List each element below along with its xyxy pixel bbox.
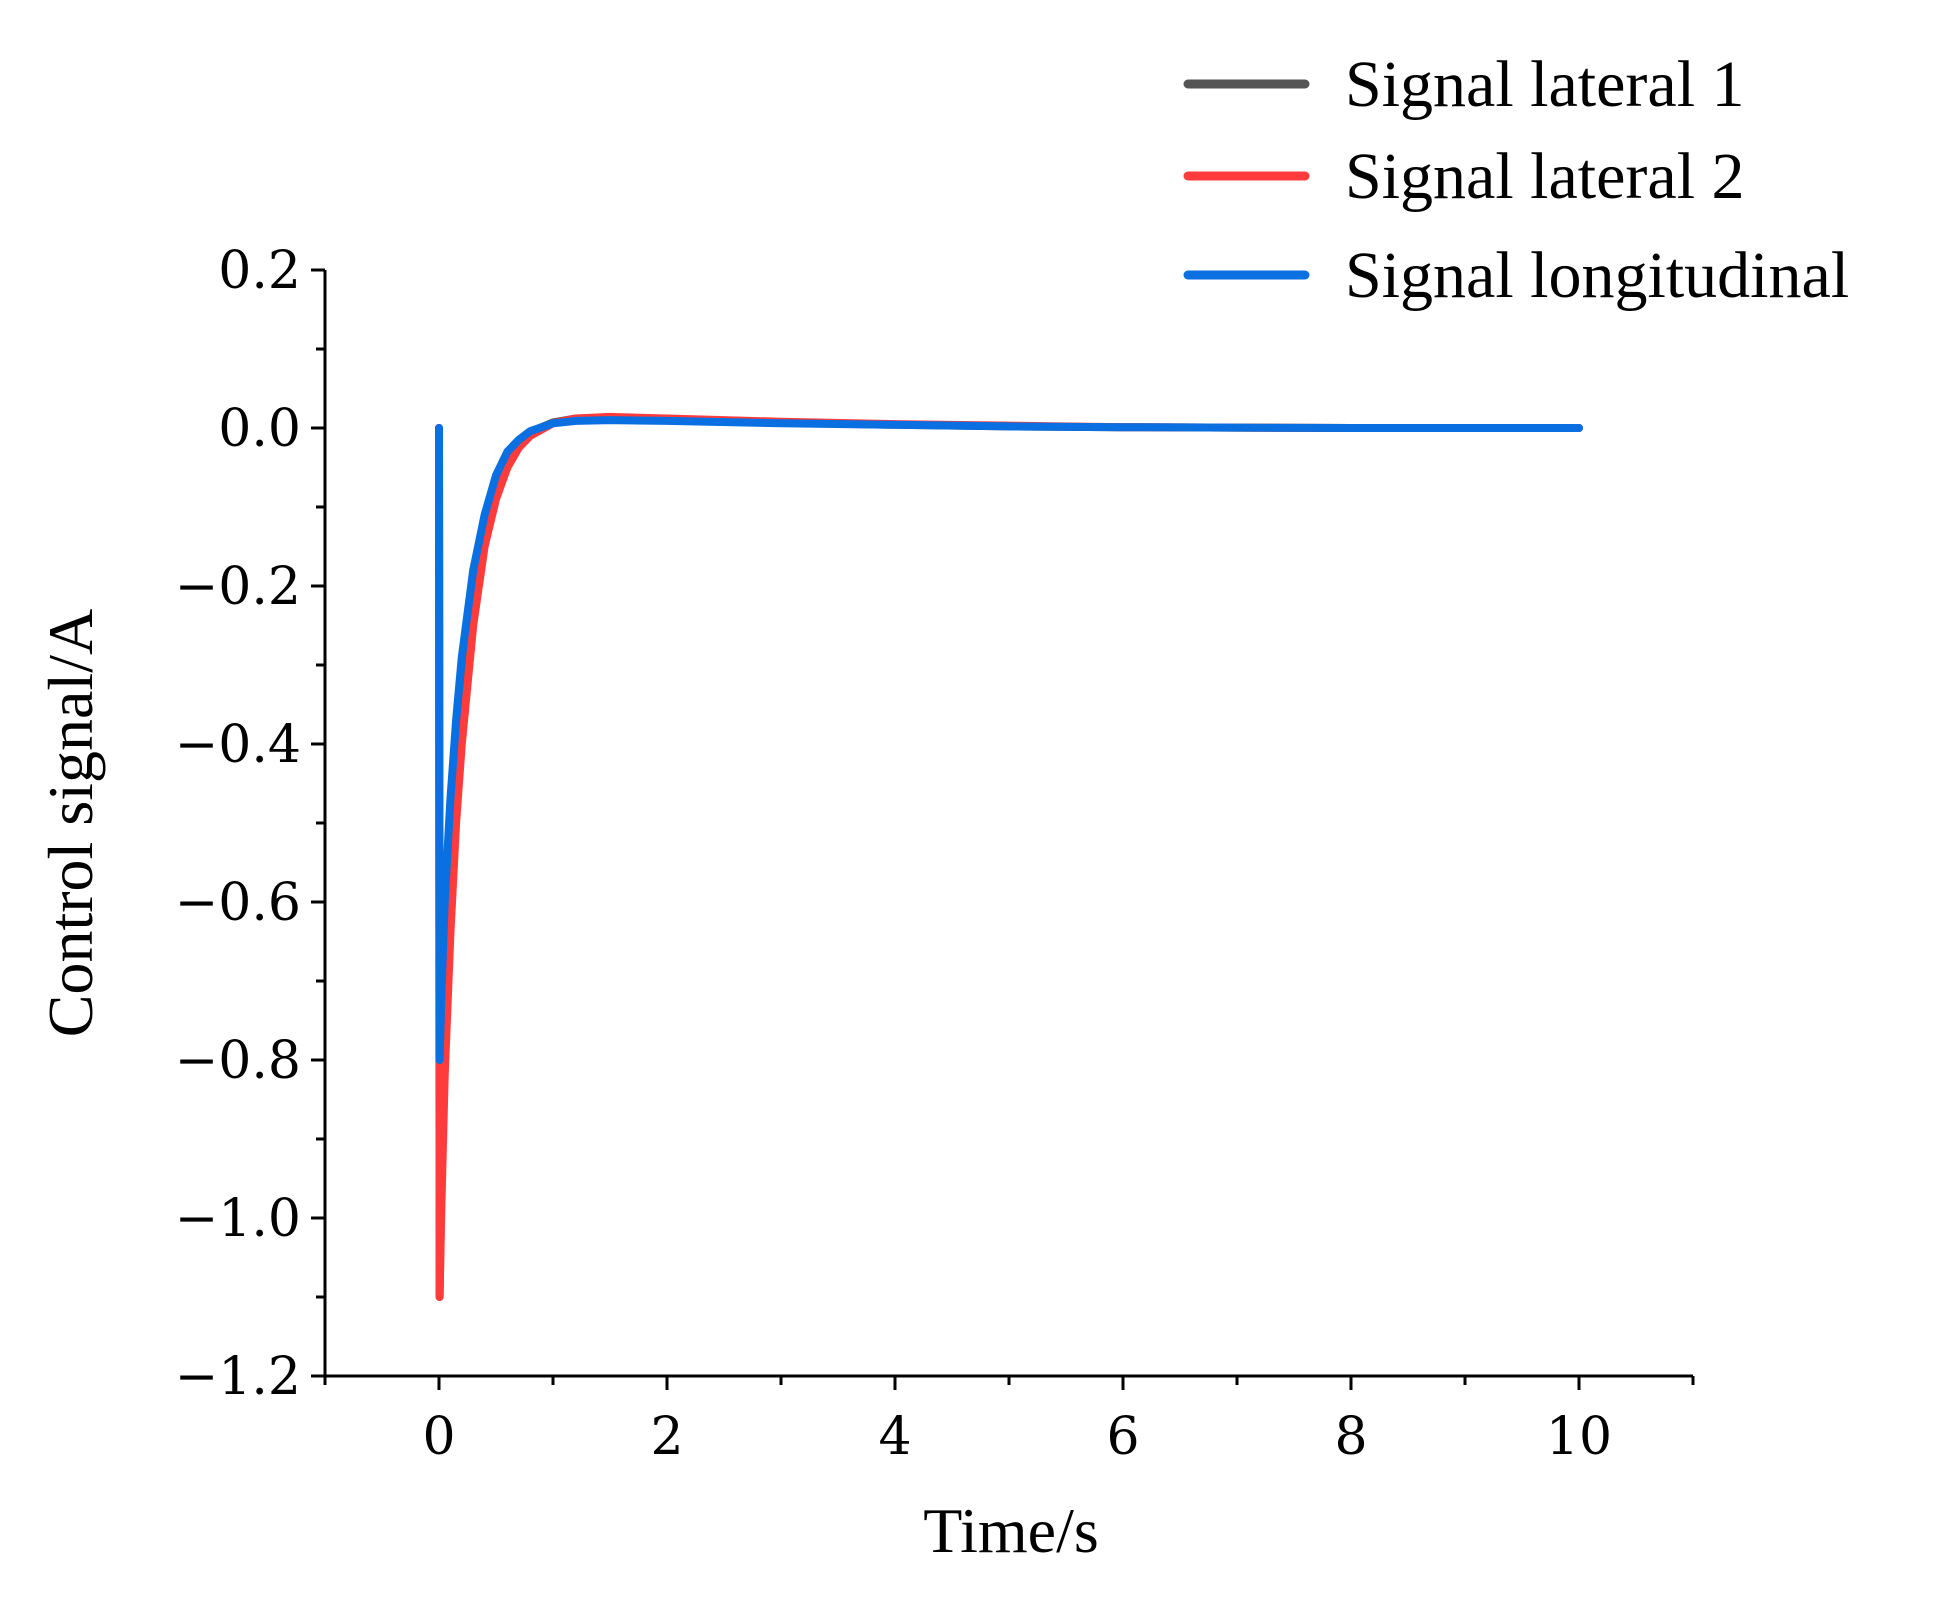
series-line-2 <box>435 412 1583 1301</box>
y-tick-label: −0.4 <box>175 715 301 775</box>
x-tick-label: 2 <box>650 1407 683 1467</box>
y-axis-title: Control signal/A <box>35 609 106 1037</box>
y-tick-label: 0.2 <box>218 241 301 301</box>
x-tick-label: 10 <box>1546 1407 1612 1467</box>
series-line-1 <box>435 413 1583 1301</box>
y-tick-label: 0.0 <box>218 399 301 459</box>
y-tick-label: −0.8 <box>175 1031 301 1091</box>
legend-label-3: Signal longitudinal <box>1345 239 1849 312</box>
series-line-3 <box>435 416 1583 1064</box>
x-tick-label: 0 <box>422 1407 455 1467</box>
y-tick-label: −1.0 <box>175 1189 301 1249</box>
legend-label-2: Signal lateral 2 <box>1345 140 1745 213</box>
x-tick-label: 4 <box>878 1407 911 1467</box>
y-tick-label: −1.2 <box>175 1347 301 1407</box>
legend-label-1: Signal lateral 1 <box>1345 48 1745 121</box>
x-tick-label: 6 <box>1106 1407 1139 1467</box>
x-axis-title: Time/s <box>923 1495 1099 1566</box>
axes: 0 2 4 6 8 10 0.2 0.0 −0.2 −0.4 −0.6 −0.8 −1.0 −1.2 Tim… <box>35 241 1695 1566</box>
y-tick-label: −0.2 <box>175 557 301 617</box>
x-tick-label: 8 <box>1334 1407 1367 1467</box>
y-tick-label: −0.6 <box>175 873 301 933</box>
legend: Signal lateral 1 Signal lateral 2 Signal l… <box>1183 48 1849 312</box>
series-lines <box>435 412 1583 1301</box>
